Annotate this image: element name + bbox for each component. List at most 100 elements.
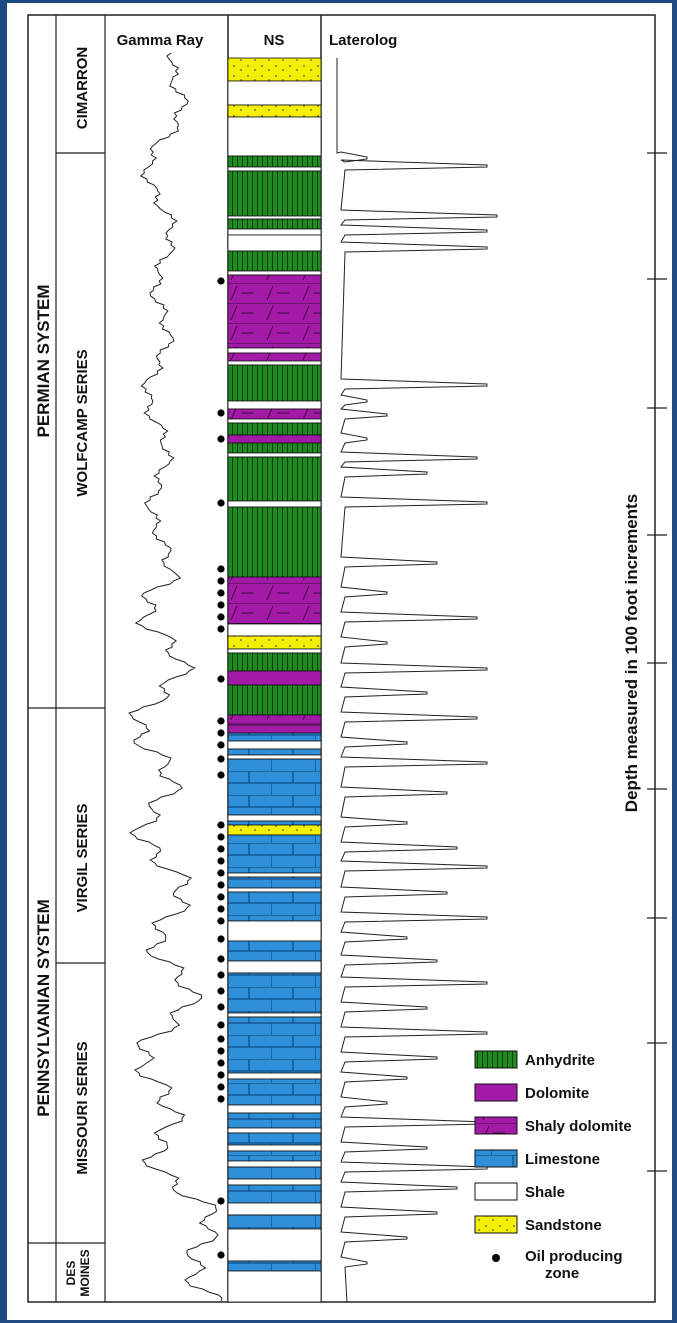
oil-zone-dot (217, 565, 224, 572)
lithology-bed-shale (228, 1105, 321, 1113)
lithology-bed-lime (228, 835, 321, 873)
lithology-bed-shale (228, 624, 321, 636)
lithology-bed-anhy (228, 423, 321, 435)
lithology-bed-lime (228, 941, 321, 961)
virgil-series-label: VIRGIL SERIES (74, 804, 91, 913)
oil-zone-dot (217, 1083, 224, 1090)
lithology-bed-anhy (228, 653, 321, 671)
lithology-bed-lime (228, 1017, 321, 1073)
lithology-bed-shaly (228, 715, 321, 725)
lithology-bed-shale (228, 501, 321, 507)
oil-zone-dot (217, 935, 224, 942)
oil-zone-dot (217, 1197, 224, 1204)
lithology-bed-lime (228, 1133, 321, 1145)
oil-zone-dot (217, 1047, 224, 1054)
lithology-bed-sand (228, 105, 321, 117)
well-log-diagram: Gamma Ray NS Laterolog PERMIAN SYSTEM PE… (7, 3, 672, 1320)
lithology-bed-shale (228, 419, 321, 423)
oil-zone-dot (217, 905, 224, 912)
lithology-bed-shale (228, 1229, 321, 1261)
lithology-bed-anhy (228, 507, 321, 577)
lithology-bed-shaly (228, 275, 321, 348)
oil-zone-dot (217, 1059, 224, 1066)
lithology-bed-lime (228, 749, 321, 755)
oil-zone-dot (217, 729, 224, 736)
permian-system-label: PERMIAN SYSTEM (34, 284, 53, 437)
lithology-bed-shale (228, 1179, 321, 1185)
legend-shaly-dolomite-swatch (475, 1117, 517, 1134)
legend-limestone-label: Limestone (525, 1151, 600, 1168)
lithology-bed-anhy (228, 457, 321, 501)
lithology-bed-lime (228, 1261, 321, 1271)
lithology-bed-shale (228, 361, 321, 365)
lithology-bed-shale (228, 1013, 321, 1017)
oil-zone-dot (217, 833, 224, 840)
oil-zone-dot (217, 1021, 224, 1028)
oil-zone-dot (217, 577, 224, 584)
lithology-bed-anhy (228, 365, 321, 401)
oil-zone-dot (217, 1035, 224, 1042)
missouri-series-label: MISSOURI SERIES (74, 1041, 91, 1174)
legend-oil-label-line2: zone (545, 1265, 579, 1282)
lithology-bed-anhy (228, 251, 321, 271)
lithology-bed-lime (228, 759, 321, 815)
lithology-bed-anhy (228, 443, 321, 453)
oil-zone-dot (217, 625, 224, 632)
oil-zone-dot (217, 717, 224, 724)
moines-label: MOINES (78, 1249, 92, 1296)
oil-zone-markers (217, 277, 224, 1258)
lithology-bed-anhy (228, 685, 321, 715)
legend-shaly-dolomite-label: Shaly dolomite (525, 1118, 632, 1135)
oil-zone-dot (217, 277, 224, 284)
gamma-ray-curve (129, 53, 222, 1301)
lithology-bed-shale (228, 1073, 321, 1079)
lithology-bed-shale (228, 873, 321, 877)
depth-ticks (647, 153, 667, 1171)
legend-oil-dot (492, 1254, 500, 1262)
oil-zone-dot (217, 917, 224, 924)
lithology-bed-shale (228, 921, 321, 941)
lithology-bed-shale (228, 741, 321, 749)
legend-limestone-swatch (475, 1150, 517, 1167)
oil-zone-dot (217, 1095, 224, 1102)
oil-zone-dot (217, 857, 224, 864)
pennsylvanian-system-label: PENNSYLVANIAN SYSTEM (34, 899, 53, 1117)
lithology-bed-sand (228, 825, 321, 835)
lithology-bed-shale (228, 1128, 321, 1133)
lithology-bed-shale (228, 235, 321, 251)
legend: Anhydrite Dolomite Shaly dolomite Limest… (475, 1051, 632, 1282)
lithology-bed-shaly (228, 353, 321, 361)
legend-anhydrite-label: Anhydrite (525, 1052, 595, 1069)
legend-shale-swatch (475, 1183, 517, 1200)
lithology-bed-sand (228, 58, 321, 81)
lithology-bed-shale (228, 453, 321, 457)
oil-zone-dot (217, 1071, 224, 1078)
lithology-bed-lime (228, 1079, 321, 1105)
lithology-bed-shale (228, 348, 321, 353)
lithology-bed-shale (228, 961, 321, 973)
lithology-bed-lime (228, 1185, 321, 1203)
lithology-bed-lime (228, 877, 321, 888)
oil-zone-dot (217, 409, 224, 416)
laterolog-trace (337, 58, 497, 1302)
lithology-bed-dolo (228, 725, 321, 733)
legend-shale-label: Shale (525, 1184, 565, 1201)
oil-zone-dot (217, 955, 224, 962)
des-label: DES (64, 1261, 78, 1286)
oil-zone-dot (217, 869, 224, 876)
lithology-bed-shaly (228, 577, 321, 624)
oil-zone-dot (217, 881, 224, 888)
legend-anhydrite-swatch (475, 1051, 517, 1068)
lithology-bed-anhy (228, 171, 321, 216)
lithology-bed-anhy (228, 156, 321, 167)
wolfcamp-series-label: WOLFCAMP SERIES (74, 349, 91, 496)
gamma-ray-trace (129, 53, 222, 1301)
legend-dolomite-label: Dolomite (525, 1085, 589, 1102)
lithology-bed-lime (228, 1215, 321, 1229)
oil-zone-dot (217, 741, 224, 748)
lithology-bed-shale (228, 1161, 321, 1167)
cimarron-label: CIMARRON (74, 47, 91, 130)
legend-sandstone-swatch (475, 1216, 517, 1233)
laterolog-curve (337, 58, 497, 1302)
lithology-bed-lime (228, 1151, 321, 1161)
